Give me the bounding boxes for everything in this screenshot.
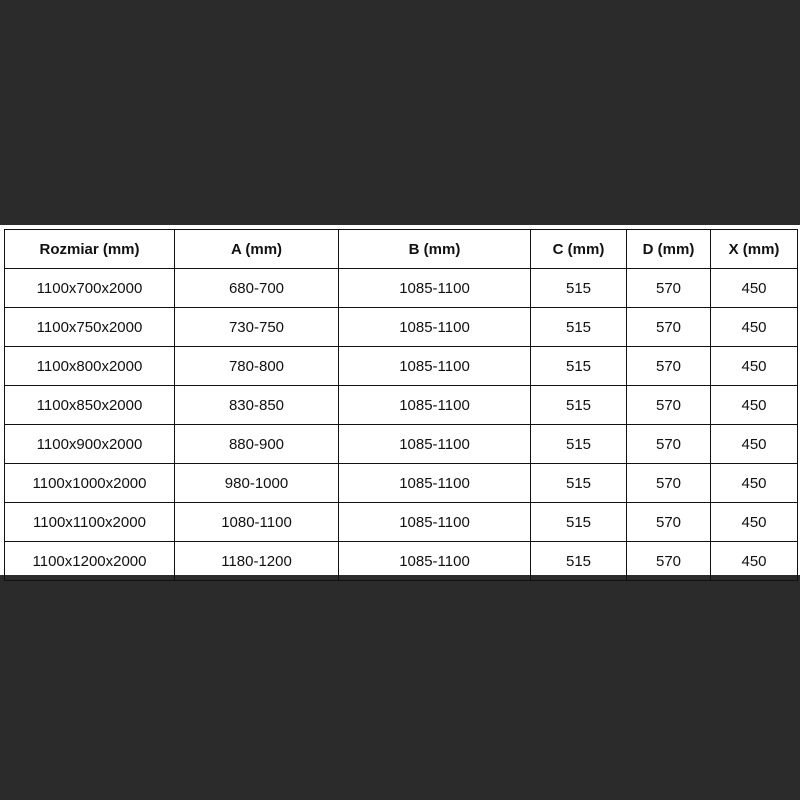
table-cell: 1085-1100 — [338, 502, 531, 542]
table-cell: 1085-1100 — [338, 346, 531, 386]
table-row: 1100x850x2000 830-850 1085-1100 515 570 450 — [4, 385, 798, 425]
table-cell: 1085-1100 — [338, 307, 531, 347]
table-cell: 450 — [710, 502, 798, 542]
table-cell: 515 — [530, 502, 627, 542]
table-cell: 570 — [626, 307, 711, 347]
table-cell: 1100x1100x2000 — [4, 502, 175, 542]
column-header: D (mm) — [626, 229, 711, 269]
table-cell: 830-850 — [174, 385, 339, 425]
table-cell: 1085-1100 — [338, 463, 531, 503]
table-cell: 1085-1100 — [338, 268, 531, 308]
table-cell: 570 — [626, 268, 711, 308]
table-cell: 570 — [626, 346, 711, 386]
table-cell: 515 — [530, 385, 627, 425]
table-row: 1100x1000x2000 980-1000 1085-1100 515 570 450 — [4, 463, 798, 503]
table-row: 1100x1100x2000 1080-1100 1085-1100 515 570 45… — [4, 502, 798, 542]
table-row: 1100x800x2000 780-800 1085-1100 515 570 450 — [4, 346, 798, 386]
table-cell: 1100x750x2000 — [4, 307, 175, 347]
table-cell: 1100x800x2000 — [4, 346, 175, 386]
table-cell: 450 — [710, 268, 798, 308]
table-cell: 570 — [626, 502, 711, 542]
table-cell: 1085-1100 — [338, 385, 531, 425]
table-cell: 450 — [710, 541, 798, 581]
table-cell: 450 — [710, 424, 798, 464]
table-cell: 780-800 — [174, 346, 339, 386]
column-header: B (mm) — [338, 229, 531, 269]
table-cell: 570 — [626, 385, 711, 425]
table-cell: 450 — [710, 346, 798, 386]
table-cell: 1100x850x2000 — [4, 385, 175, 425]
table-cell: 1085-1100 — [338, 424, 531, 464]
table-cell: 450 — [710, 307, 798, 347]
table-cell: 515 — [530, 463, 627, 503]
table-cell: 1100x900x2000 — [4, 424, 175, 464]
table-cell: 515 — [530, 346, 627, 386]
table-cell: 515 — [530, 268, 627, 308]
header-row: Rozmiar (mm) A (mm) B (mm) C (mm) D (mm) X (m… — [4, 229, 798, 269]
table-row: 1100x1200x2000 1180-1200 1085-1100 515 570 45… — [4, 541, 798, 581]
table-row: 1100x900x2000 880-900 1085-1100 515 570 450 — [4, 424, 798, 464]
column-header: A (mm) — [174, 229, 339, 269]
table-cell: 570 — [626, 424, 711, 464]
table-cell: 515 — [530, 307, 627, 347]
table-cell: 1085-1100 — [338, 541, 531, 581]
table-cell: 450 — [710, 463, 798, 503]
table-row: 1100x750x2000 730-750 1085-1100 515 570 450 — [4, 307, 798, 347]
column-header: Rozmiar (mm) — [4, 229, 175, 269]
column-header: C (mm) — [530, 229, 627, 269]
table-cell: 570 — [626, 463, 711, 503]
table-cell: 1180-1200 — [174, 541, 339, 581]
table-cell: 570 — [626, 541, 711, 581]
table-cell: 515 — [530, 424, 627, 464]
table-cell: 730-750 — [174, 307, 339, 347]
table-cell: 1100x1000x2000 — [4, 463, 175, 503]
table-cell: 1080-1100 — [174, 502, 339, 542]
table-row: 1100x700x2000 680-700 1085-1100 515 570 450 — [4, 268, 798, 308]
dimensions-table: Rozmiar (mm) A (mm) B (mm) C (mm) D (mm) X (m… — [4, 229, 798, 581]
table-cell: 515 — [530, 541, 627, 581]
table-cell: 880-900 — [174, 424, 339, 464]
table-cell: 1100x1200x2000 — [4, 541, 175, 581]
table-cell: 980-1000 — [174, 463, 339, 503]
table-cell: 680-700 — [174, 268, 339, 308]
table-cell: 1100x700x2000 — [4, 268, 175, 308]
table-cell: 450 — [710, 385, 798, 425]
column-header: X (mm) — [710, 229, 798, 269]
